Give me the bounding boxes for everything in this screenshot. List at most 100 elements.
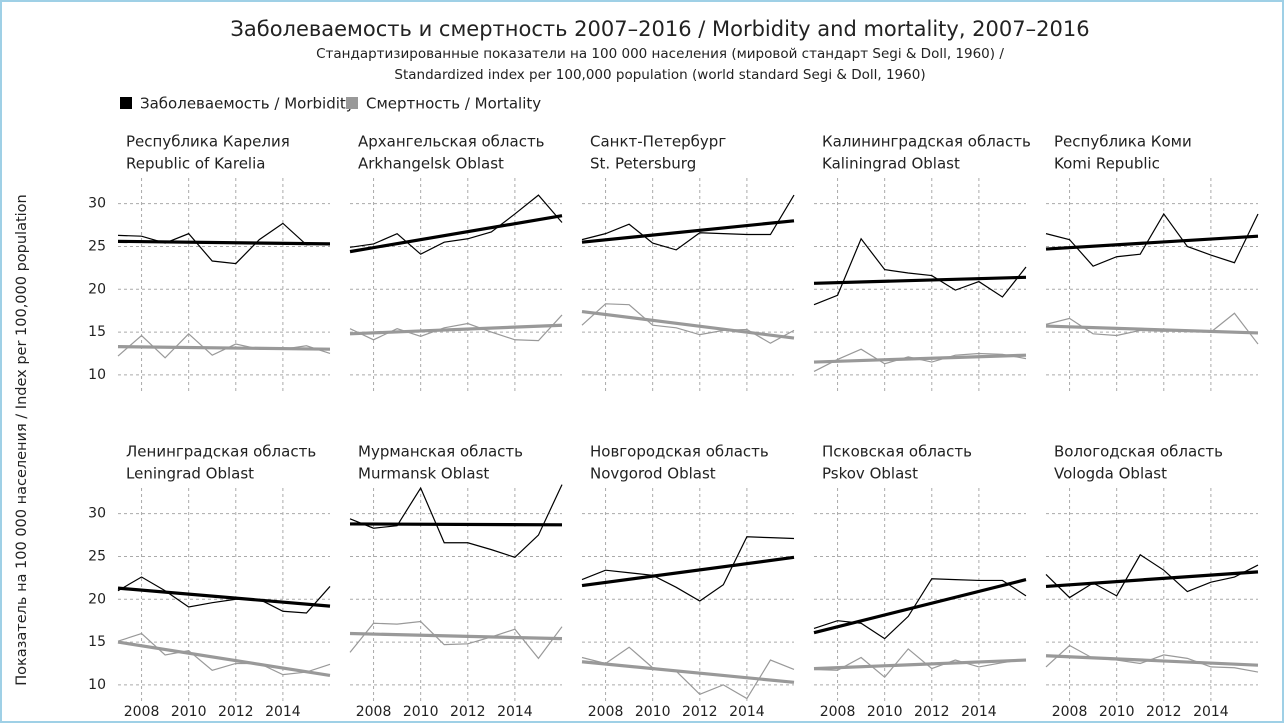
panel-title: Vologda Oblast: [1054, 465, 1167, 483]
trend-line: [117, 345, 331, 351]
trend-line: [813, 275, 1027, 285]
series-line: [117, 222, 331, 265]
trend-line: [117, 640, 331, 678]
y-tick-label: 20: [88, 591, 106, 607]
panel-title: Republic of Karelia: [126, 155, 265, 173]
series-line: [813, 578, 1027, 640]
x-tick-label: 2012: [218, 704, 254, 720]
trend-line: [349, 214, 563, 254]
series-line: [349, 620, 563, 660]
x-tick-label: 2010: [635, 704, 671, 720]
panel-bg: [115, 178, 333, 392]
y-tick-label: 15: [88, 634, 106, 650]
trend-line: [1045, 234, 1259, 251]
x-tick-label: 2010: [403, 704, 439, 720]
x-tick-label: 2014: [1193, 704, 1229, 720]
x-tick-label: 2014: [729, 704, 765, 720]
legend-label: Заболеваемость / Morbidity: [140, 95, 355, 113]
panel-bg: [1043, 488, 1261, 702]
series-line: [349, 194, 563, 255]
panel-title: Псковская область: [822, 443, 972, 461]
panel-bg: [811, 488, 1029, 702]
legend-swatch: [120, 97, 132, 109]
panel-title: Kaliningrad Oblast: [822, 155, 960, 173]
panel-title: Komi Republic: [1054, 155, 1160, 173]
trend-line: [581, 309, 795, 340]
panel-bg: [579, 178, 797, 392]
series-line: [813, 648, 1027, 679]
trend-line: [117, 239, 331, 246]
x-tick-label: 2008: [356, 704, 392, 720]
y-tick-label: 30: [88, 506, 106, 522]
x-tick-label: 2010: [1099, 704, 1135, 720]
y-axis-label: Показатель на 100 000 населения / Index …: [14, 194, 30, 685]
legend-swatch: [346, 97, 358, 109]
y-tick-label: 30: [88, 196, 106, 212]
panel-title: Вологодская область: [1054, 443, 1223, 461]
trend-line: [813, 578, 1027, 635]
panel-title: Республика Карелия: [126, 133, 290, 151]
y-tick-label: 25: [88, 238, 106, 254]
x-tick-label: 2012: [914, 704, 950, 720]
series-line: [349, 484, 563, 559]
trend-line: [1045, 570, 1259, 589]
trend-line: [349, 323, 563, 336]
series-line: [581, 303, 795, 344]
series-line: [1045, 553, 1259, 599]
x-tick-label: 2012: [450, 704, 486, 720]
x-tick-label: 2008: [124, 704, 160, 720]
series-line: [581, 194, 795, 251]
panel-bg: [1043, 178, 1261, 392]
subtitle: Стандартизированные показатели на 100 00…: [316, 46, 1004, 62]
x-tick-label: 2008: [820, 704, 856, 720]
panel-title: Мурманская область: [358, 443, 523, 461]
series-line: [349, 314, 563, 342]
y-tick-label: 20: [88, 281, 106, 297]
y-tick-label: 25: [88, 548, 106, 564]
trend-line: [349, 631, 563, 641]
series-line: [117, 576, 331, 614]
panel-title: Новгородская область: [590, 443, 769, 461]
panel-title: Pskov Oblast: [822, 465, 918, 483]
panel-title: Murmansk Oblast: [358, 465, 489, 483]
panel-title: Novgorod Oblast: [590, 465, 716, 483]
x-tick-label: 2014: [497, 704, 533, 720]
series-line: [117, 632, 331, 676]
x-tick-label: 2008: [1052, 704, 1088, 720]
trend-line: [349, 522, 563, 527]
y-tick-label: 10: [88, 367, 106, 383]
trend-line: [581, 219, 795, 244]
panel-title: Санкт-Петербург: [590, 133, 726, 151]
panel-bg: [347, 488, 565, 702]
panel-title: Республика Коми: [1054, 133, 1192, 151]
panel-title: Ленинградская область: [126, 443, 316, 461]
legend-label: Смертность / Mortality: [366, 95, 541, 113]
trend-line: [813, 658, 1027, 671]
y-tick-label: 10: [88, 677, 106, 693]
x-tick-label: 2014: [961, 704, 997, 720]
panel-bg: [347, 178, 565, 392]
panel-title: St. Petersburg: [590, 155, 696, 173]
x-tick-label: 2012: [1146, 704, 1182, 720]
panel-title: Arkhangelsk Oblast: [358, 155, 504, 173]
panel-title: Калининградская область: [822, 133, 1031, 151]
y-tick-label: 15: [88, 324, 106, 340]
series-line: [581, 536, 795, 602]
trend-line: [117, 586, 331, 608]
panel-title: Leningrad Oblast: [126, 465, 254, 483]
subtitle: Standardized index per 100,000 populatio…: [394, 67, 925, 83]
trend-line: [1045, 654, 1259, 667]
trend-line: [813, 353, 1027, 364]
x-tick-label: 2014: [265, 704, 301, 720]
panel-title: Архангельская область: [358, 133, 545, 151]
chart-title: Заболеваемость и смертность 2007–2016 / …: [230, 17, 1089, 41]
series-line: [813, 237, 1027, 306]
x-tick-label: 2010: [867, 704, 903, 720]
trend-line: [581, 555, 795, 588]
x-tick-label: 2010: [171, 704, 207, 720]
x-tick-label: 2012: [682, 704, 718, 720]
series-line: [1045, 212, 1259, 267]
trend-line: [581, 660, 795, 684]
